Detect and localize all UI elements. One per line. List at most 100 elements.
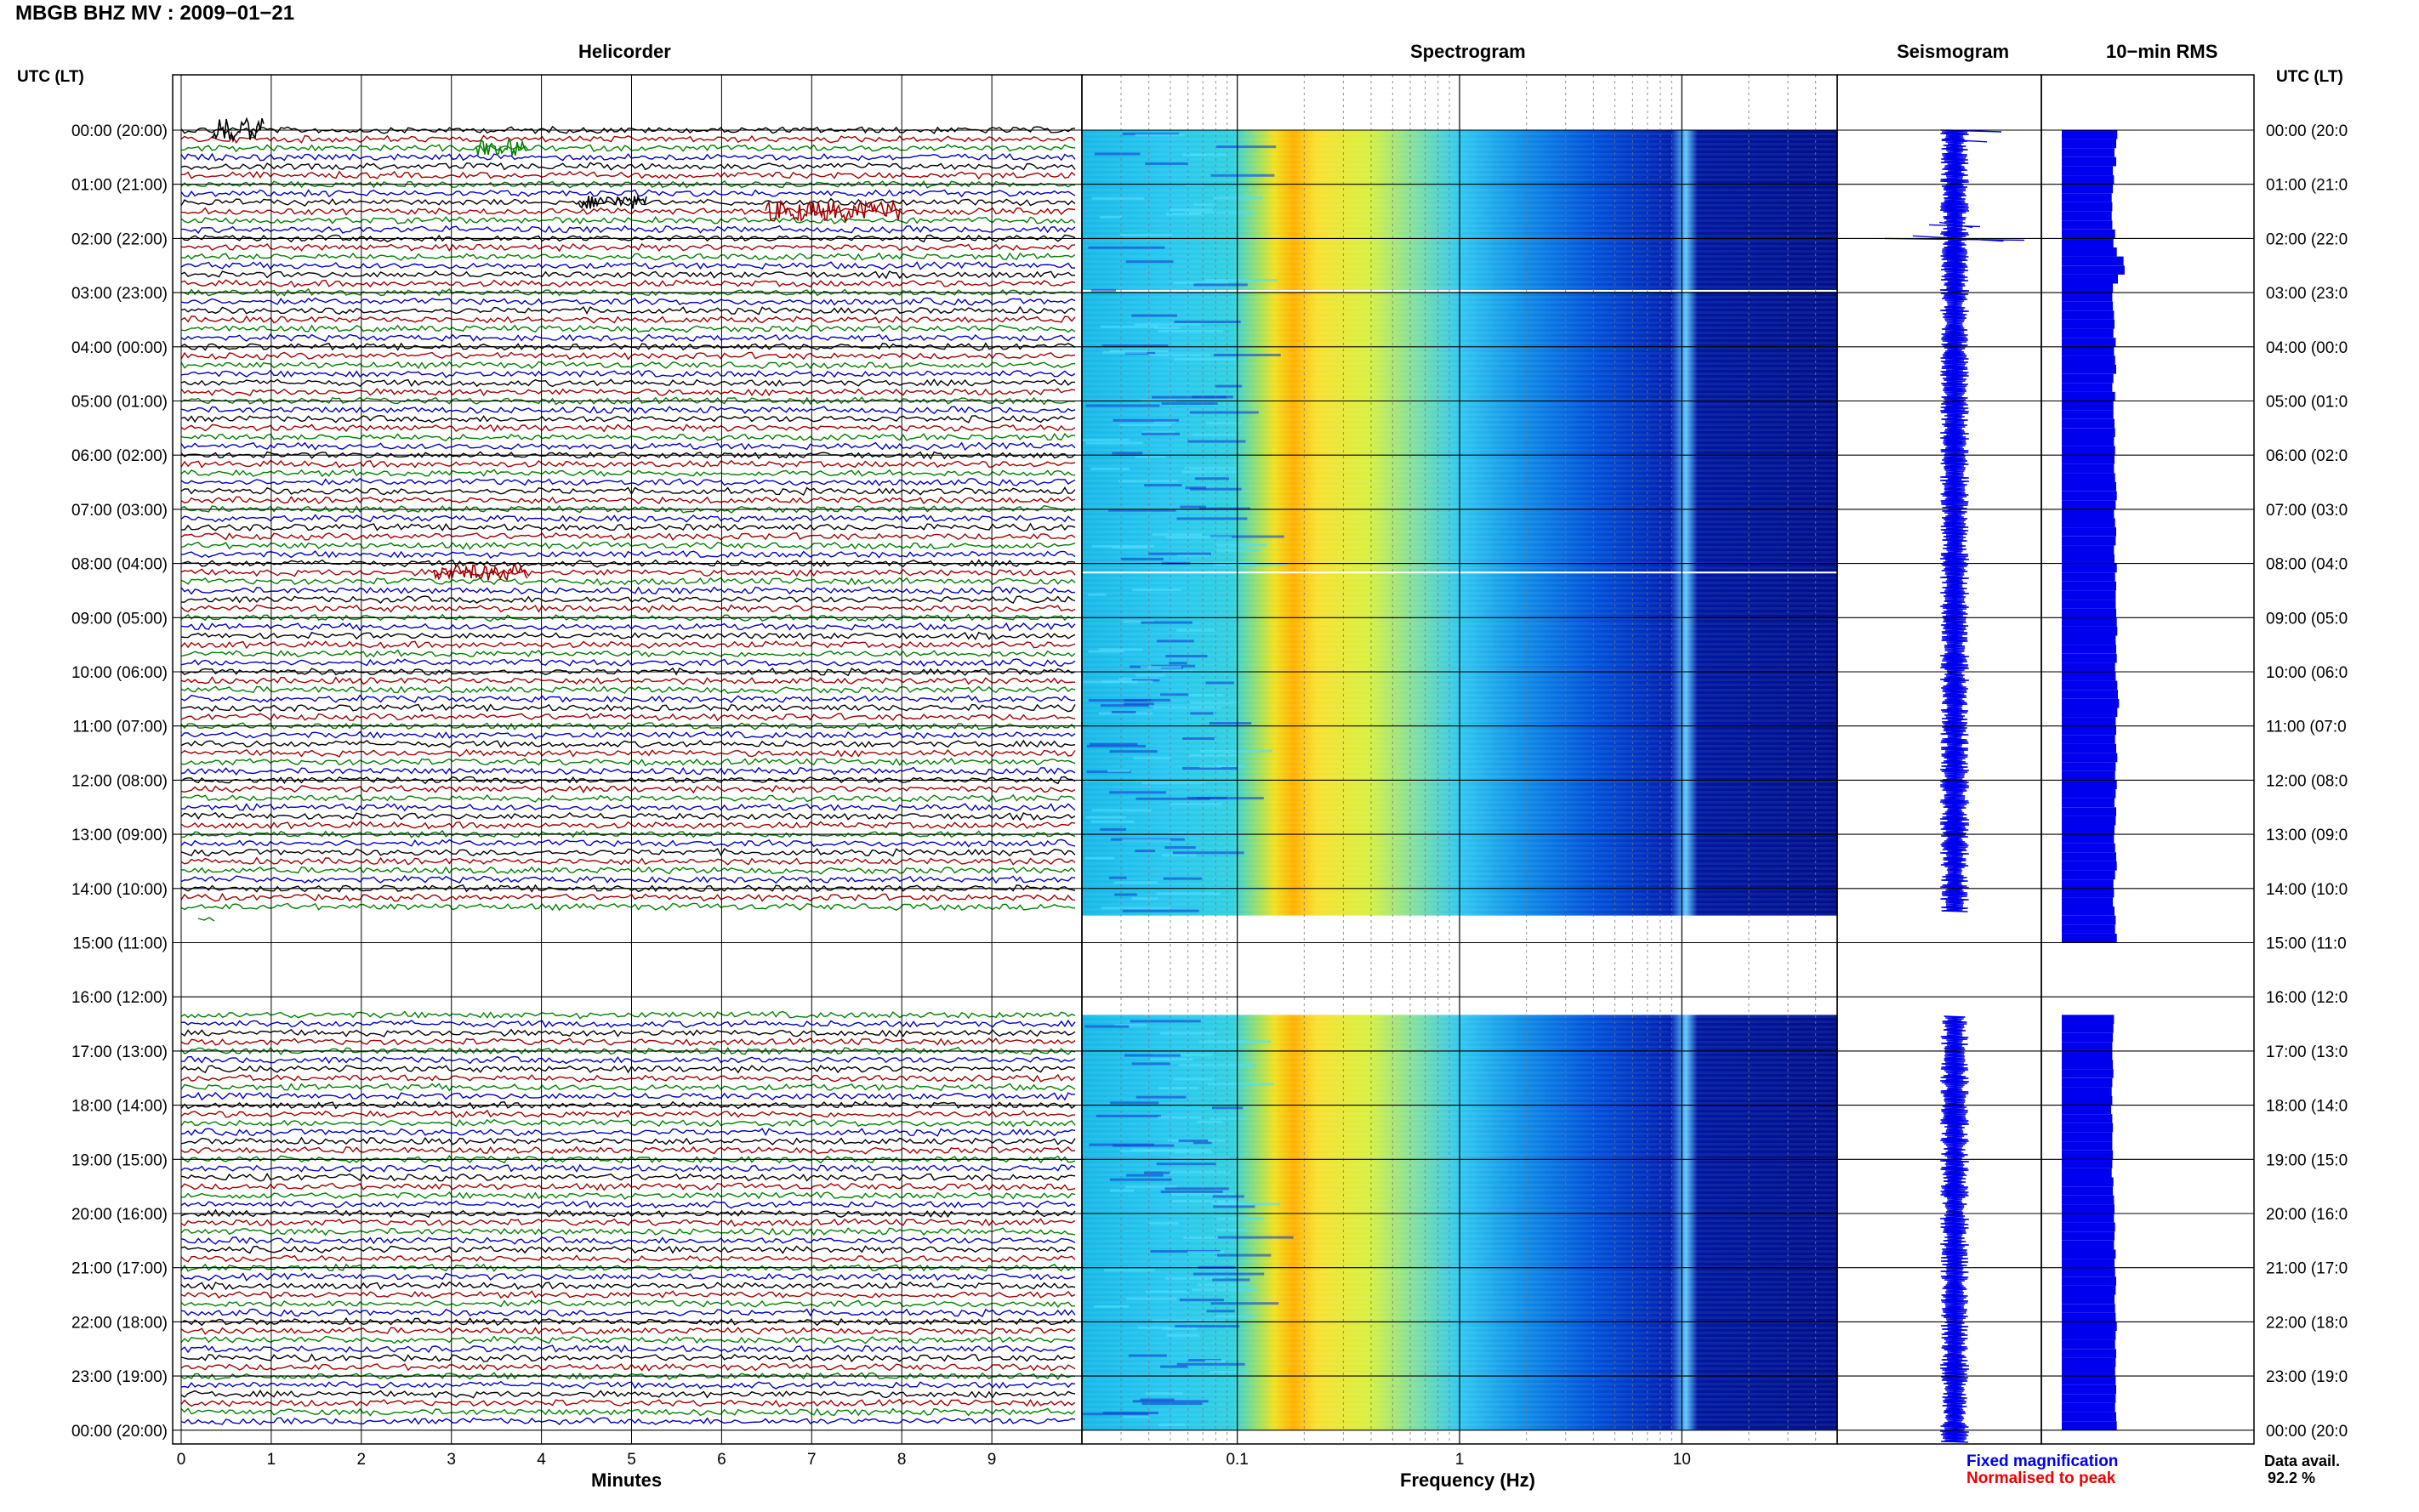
rms-bar	[2062, 1096, 2113, 1106]
spectrogram-streak	[1198, 1040, 1272, 1043]
spectrogram-streak	[1086, 744, 1146, 747]
spectrogram-streak	[1204, 279, 1278, 282]
spectrogram-streak	[1175, 1325, 1240, 1328]
rms-bar	[2062, 933, 2117, 943]
spectrogram-streak	[1174, 1151, 1213, 1154]
hour-tick-label: 19:00 (15:00)	[71, 1151, 168, 1169]
panel-frames	[172, 74, 2255, 1445]
spectrogram-streak	[1147, 354, 1211, 356]
rms-bar	[2062, 256, 2124, 266]
hour-tick-label-right: 00:00 (20:0	[2266, 1423, 2348, 1441]
rms-bar	[2062, 139, 2116, 149]
spectrogram-streak	[1190, 701, 1240, 704]
helicorder-trace	[180, 757, 1076, 767]
helicorder-trace	[180, 577, 1076, 586]
helicorder-trace	[180, 1065, 1076, 1074]
minute-tick-label: 4	[537, 1451, 546, 1469]
hour-tick-label-right: 00:00 (20:0	[2266, 122, 2348, 140]
spectrogram-streak	[1112, 452, 1143, 455]
spectrogram-streak	[1209, 722, 1252, 725]
rms-bar	[2062, 410, 2114, 419]
helicorder-trace	[180, 531, 1076, 541]
spectrogram-streak	[1156, 1162, 1216, 1166]
rms-bar	[2062, 1267, 2115, 1277]
rms-bar	[2062, 193, 2112, 202]
spectrogram-streak	[1100, 325, 1158, 328]
hour-tick-label: 09:00 (05:00)	[71, 610, 168, 628]
rms-bar	[2062, 907, 2114, 916]
rms-bar	[2062, 1367, 2115, 1377]
rms-bar	[2062, 491, 2117, 501]
spectrogram-streak	[1134, 323, 1201, 327]
helicorder-trace	[180, 811, 1076, 821]
helicorder-trace	[180, 1290, 1076, 1299]
helicorder-traces	[180, 117, 1076, 1426]
rms-bar	[2062, 1015, 2114, 1024]
hour-tick-label: 21:00 (17:00)	[71, 1260, 168, 1278]
spectrogram-streak	[1185, 211, 1254, 214]
helicorder-trace	[180, 713, 1076, 722]
rms-bar	[2062, 635, 2116, 645]
helicorder-trace	[180, 1028, 1076, 1037]
rms-bar	[2062, 816, 2116, 826]
spectrogram-streak	[1135, 455, 1166, 458]
spectrogram-streak	[1111, 710, 1136, 713]
rms-bar	[2062, 265, 2125, 275]
rms-bar	[2062, 1331, 2116, 1340]
minute-tick-label: 3	[447, 1451, 456, 1469]
spectrogram-streak	[1192, 1288, 1257, 1292]
spectrogram-streak	[1196, 1120, 1223, 1123]
legend-fixed-magnification: Fixed magnification	[1967, 1452, 2119, 1470]
spectrogram-streak	[1104, 1269, 1156, 1272]
helicorder-trace	[180, 378, 1075, 388]
rms-bar	[2062, 1349, 2116, 1358]
rms-bar	[2062, 446, 2115, 456]
spectrogram-streak	[1181, 470, 1239, 474]
helicorder-trace	[180, 1245, 1076, 1254]
helicorder-trace	[180, 1281, 1076, 1291]
spectrogram-streak	[1090, 467, 1130, 470]
spectrogram-streak	[1085, 816, 1126, 819]
spectrogram-streak	[1109, 350, 1169, 353]
hour-tick-label-right: 03:00 (23:0	[2266, 285, 2348, 303]
spectrogram-streak	[1094, 152, 1141, 156]
spectrogram-streak	[1215, 1217, 1264, 1220]
spectrogram-streak	[1215, 765, 1244, 768]
spectrogram-streak	[1084, 1025, 1130, 1028]
axis-tick-labels: 0 1 2 3 4 5 6 7 8 9 0.1 1 10 00:00 (20:00) 00:00 (20:0…	[71, 122, 2348, 1469]
spectrogram-streak	[1153, 706, 1221, 709]
rms-bar	[2062, 1150, 2114, 1160]
hour-tick-label: 16:00 (12:00)	[71, 989, 168, 1007]
helicorder-event	[765, 199, 902, 225]
helicorder-event	[433, 564, 528, 582]
hour-tick-label-right: 12:00 (08:0	[2266, 772, 2348, 790]
spectrogram-streak	[1149, 1221, 1179, 1225]
rms-bar	[2062, 915, 2116, 925]
spectrogram-streak	[1217, 1253, 1272, 1257]
helicorder-trace	[180, 1272, 1076, 1282]
rms-bar	[2062, 789, 2116, 799]
helicorder-trace	[180, 739, 1076, 748]
helicorder-trace	[180, 793, 1076, 803]
helicorder-trace	[180, 252, 1076, 261]
spectrogram-streak	[1144, 484, 1182, 487]
spectrogram-streak	[1196, 797, 1264, 800]
helicorder-trace	[180, 270, 1076, 280]
rms-bar	[2062, 590, 2116, 600]
spectrogram-streak	[1142, 431, 1175, 435]
helicorder-trace	[180, 631, 1076, 641]
helicorder-trace	[180, 1417, 1076, 1426]
spectrogram-streak	[1194, 477, 1229, 480]
utc-label-left: UTC (LT)	[17, 68, 84, 86]
helicorder-trace	[180, 1128, 1076, 1137]
hour-tick-label-right: 21:00 (17:0	[2266, 1260, 2348, 1278]
helicorder-trace	[180, 1407, 1076, 1417]
helicorder-trace	[180, 143, 1076, 153]
spectrogram-streak	[1122, 1415, 1150, 1418]
helicorder-trace	[180, 361, 1076, 370]
utc-label-right: UTC (LT)	[2276, 68, 2343, 86]
helicorder-trace	[180, 892, 1076, 902]
spectrogram-streak	[1125, 260, 1174, 264]
rms-bar	[2062, 401, 2114, 411]
spectrogram-streak	[1101, 704, 1149, 708]
